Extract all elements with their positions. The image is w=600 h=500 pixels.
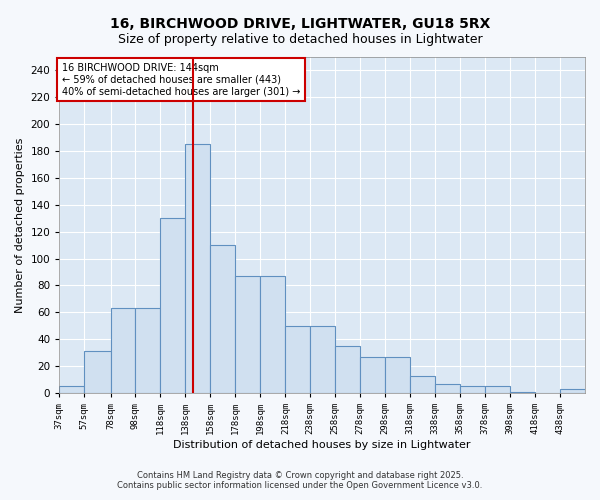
Bar [185,144,211,393]
Bar [310,326,335,393]
Bar [560,389,585,393]
Text: 16 BIRCHWOOD DRIVE: 144sqm
← 59% of detached houses are smaller (443)
40% of sem: 16 BIRCHWOOD DRIVE: 144sqm ← 59% of deta… [62,64,301,96]
Bar [485,386,510,393]
Bar [385,357,410,393]
Bar [110,308,136,393]
Bar [59,386,85,393]
Bar [460,386,485,393]
Text: 16, BIRCHWOOD DRIVE, LIGHTWATER, GU18 5RX: 16, BIRCHWOOD DRIVE, LIGHTWATER, GU18 5R… [110,18,490,32]
Y-axis label: Number of detached properties: Number of detached properties [15,137,25,312]
Bar [286,326,310,393]
Bar [335,346,360,393]
Text: Contains HM Land Registry data © Crown copyright and database right 2025.
Contai: Contains HM Land Registry data © Crown c… [118,470,482,490]
Bar [160,218,185,393]
Bar [510,392,535,393]
Bar [136,308,160,393]
X-axis label: Distribution of detached houses by size in Lightwater: Distribution of detached houses by size … [173,440,471,450]
Bar [211,245,235,393]
Bar [435,384,460,393]
Bar [235,276,260,393]
Bar [260,276,286,393]
Bar [85,352,110,393]
Bar [360,357,385,393]
Bar [410,376,435,393]
Text: Size of property relative to detached houses in Lightwater: Size of property relative to detached ho… [118,32,482,46]
